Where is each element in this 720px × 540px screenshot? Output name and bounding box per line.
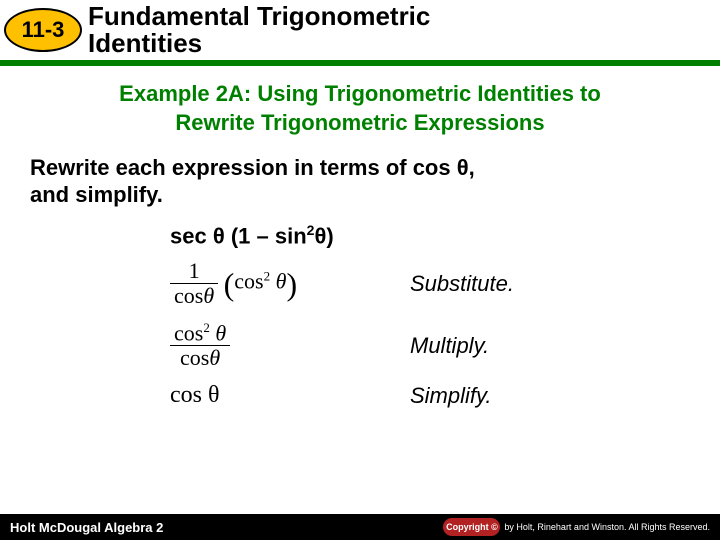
header-divider (0, 60, 720, 66)
paren-theta: θ (270, 269, 286, 294)
num-pre: cos (174, 320, 203, 345)
expr-post: θ) (314, 223, 333, 248)
denom-theta: θ (209, 345, 220, 370)
paren-pre: cos (234, 269, 263, 294)
copyright-text: by Holt, Rinehart and Winston. All Right… (504, 522, 710, 532)
lesson-number: 11-3 (22, 17, 65, 43)
frac-denominator: cosθ (170, 284, 218, 308)
slide-footer: Holt McDougal Algebra 2 Copyright © by H… (0, 514, 720, 540)
step-row: cos2 θ cosθ Multiply. (170, 321, 720, 371)
chapter-title-line2: Identities (88, 28, 202, 58)
step-annotation: Substitute. (410, 271, 514, 297)
step-annotation: Simplify. (410, 383, 492, 409)
step-row: cos θ Simplify. (170, 382, 720, 409)
example-title-line2: Rewrite Trigonometric Expressions (175, 110, 544, 135)
example-title-line1: Example 2A: Using Trigonometric Identiti… (119, 81, 601, 106)
chapter-title-line1: Fundamental Trigonometric (88, 1, 430, 31)
step-row: 1 cosθ (cos2 θ) Substitute. (170, 259, 720, 308)
denom-pre: cos (180, 345, 209, 370)
frac-numerator: 1 (170, 259, 218, 284)
book-title: Holt McDougal Algebra 2 (10, 520, 163, 535)
step-expression: 1 cosθ (cos2 θ) (170, 259, 410, 308)
fraction: cos2 θ cosθ (170, 321, 230, 371)
close-paren: ) (286, 268, 297, 300)
open-paren: ( (224, 268, 235, 300)
num-theta: θ (210, 320, 226, 345)
denom-theta: θ (203, 283, 214, 308)
example-title: Example 2A: Using Trigonometric Identiti… (0, 80, 720, 137)
slide-header: 11-3 Fundamental Trigonometric Identitie… (0, 0, 720, 60)
step-expression: cos θ (170, 382, 410, 409)
instruction-line2: and simplify. (30, 182, 163, 207)
frac-denominator: cosθ (170, 346, 230, 370)
work-steps: 1 cosθ (cos2 θ) Substitute. cos2 θ cosθ … (170, 259, 720, 409)
lesson-number-badge: 11-3 (4, 8, 82, 52)
chapter-title: Fundamental Trigonometric Identities (88, 3, 430, 58)
instruction-text: Rewrite each expression in terms of cos … (30, 155, 690, 208)
instruction-line1: Rewrite each expression in terms of cos … (30, 155, 475, 180)
step-annotation: Multiply. (410, 333, 489, 359)
fraction: 1 cosθ (170, 259, 218, 308)
given-expression: sec θ (1 – sin2θ) (170, 222, 720, 249)
denom-pre: cos (174, 283, 203, 308)
copyright: Copyright © by Holt, Rinehart and Winsto… (443, 518, 710, 536)
step-expression: cos2 θ cosθ (170, 321, 410, 371)
expr-pre: sec θ (1 – sin (170, 223, 307, 248)
copyright-badge: Copyright © (443, 518, 500, 536)
frac-numerator: cos2 θ (170, 321, 230, 347)
